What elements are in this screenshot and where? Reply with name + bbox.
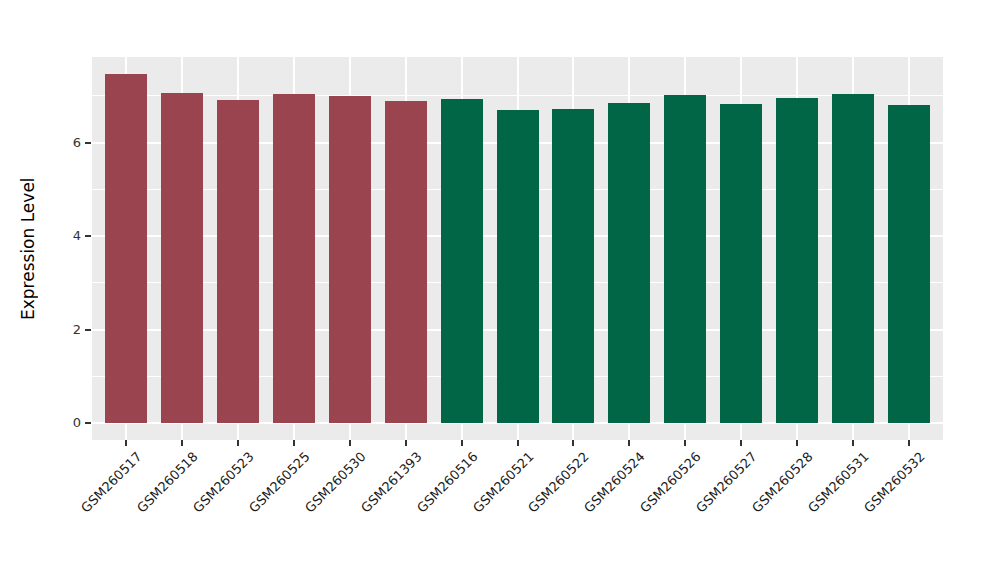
y-tick-mark-6: [85, 142, 91, 144]
x-tick-label-GSM260531: GSM260531: [755, 449, 872, 566]
x-tick-mark-GSM260525: [293, 440, 295, 446]
x-tick-label-GSM260516: GSM260516: [363, 449, 480, 566]
y-tick-label-6: 6: [51, 135, 81, 151]
bar-GSM260523: [217, 100, 259, 423]
bar-GSM260532: [888, 105, 930, 423]
bar-GSM260531: [832, 94, 874, 423]
x-tick-label-GSM260527: GSM260527: [643, 449, 760, 566]
x-tick-mark-GSM260516: [461, 440, 463, 446]
y-tick-label-2: 2: [51, 322, 81, 338]
x-tick-mark-GSM260532: [908, 440, 910, 446]
bar-GSM260528: [776, 98, 818, 423]
bar-GSM261393: [385, 101, 427, 423]
y-tick-mark-4: [85, 235, 91, 237]
x-tick-label-GSM260517: GSM260517: [28, 449, 145, 566]
x-tick-mark-GSM260528: [796, 440, 798, 446]
x-tick-label-GSM260518: GSM260518: [84, 449, 201, 566]
x-tick-mark-GSM260530: [349, 440, 351, 446]
x-tick-mark-GSM260523: [237, 440, 239, 446]
x-tick-label-GSM260521: GSM260521: [419, 449, 536, 566]
x-tick-mark-GSM260518: [181, 440, 183, 446]
bar-GSM260530: [329, 96, 371, 423]
y-axis-title: Expression Level: [18, 57, 38, 440]
x-tick-label-GSM260523: GSM260523: [139, 449, 256, 566]
y-tick-label-0: 0: [51, 415, 81, 431]
x-tick-label-GSM260525: GSM260525: [195, 449, 312, 566]
y-tick-mark-2: [85, 329, 91, 331]
bar-GSM260522: [552, 109, 594, 423]
x-tick-label-GSM260526: GSM260526: [587, 449, 704, 566]
bar-GSM260521: [497, 110, 539, 423]
x-tick-label-GSM260530: GSM260530: [251, 449, 368, 566]
x-tick-label-GSM260528: GSM260528: [699, 449, 816, 566]
x-tick-label-GSM260522: GSM260522: [475, 449, 592, 566]
bar-chart-figure: Expression Level 0246GSM260517GSM260518G…: [0, 0, 1000, 580]
x-tick-mark-GSM260526: [684, 440, 686, 446]
x-tick-mark-GSM260521: [517, 440, 519, 446]
x-tick-mark-GSM260531: [852, 440, 854, 446]
x-tick-mark-GSM260522: [572, 440, 574, 446]
bar-GSM260524: [608, 103, 650, 423]
plot-panel: [92, 57, 943, 440]
y-tick-label-4: 4: [51, 228, 81, 244]
bar-GSM260516: [441, 99, 483, 423]
x-tick-label-GSM261393: GSM261393: [307, 449, 424, 566]
bar-GSM260517: [105, 74, 147, 423]
y-tick-mark-0: [85, 422, 91, 424]
x-tick-mark-GSM260517: [125, 440, 127, 446]
x-tick-mark-GSM261393: [405, 440, 407, 446]
x-tick-label-GSM260524: GSM260524: [531, 449, 648, 566]
x-tick-mark-GSM260524: [628, 440, 630, 446]
bar-GSM260525: [273, 94, 315, 423]
bar-GSM260518: [161, 93, 203, 423]
bar-GSM260527: [720, 104, 762, 423]
x-tick-mark-GSM260527: [740, 440, 742, 446]
x-tick-label-GSM260532: GSM260532: [811, 449, 928, 566]
bar-GSM260526: [664, 95, 706, 423]
